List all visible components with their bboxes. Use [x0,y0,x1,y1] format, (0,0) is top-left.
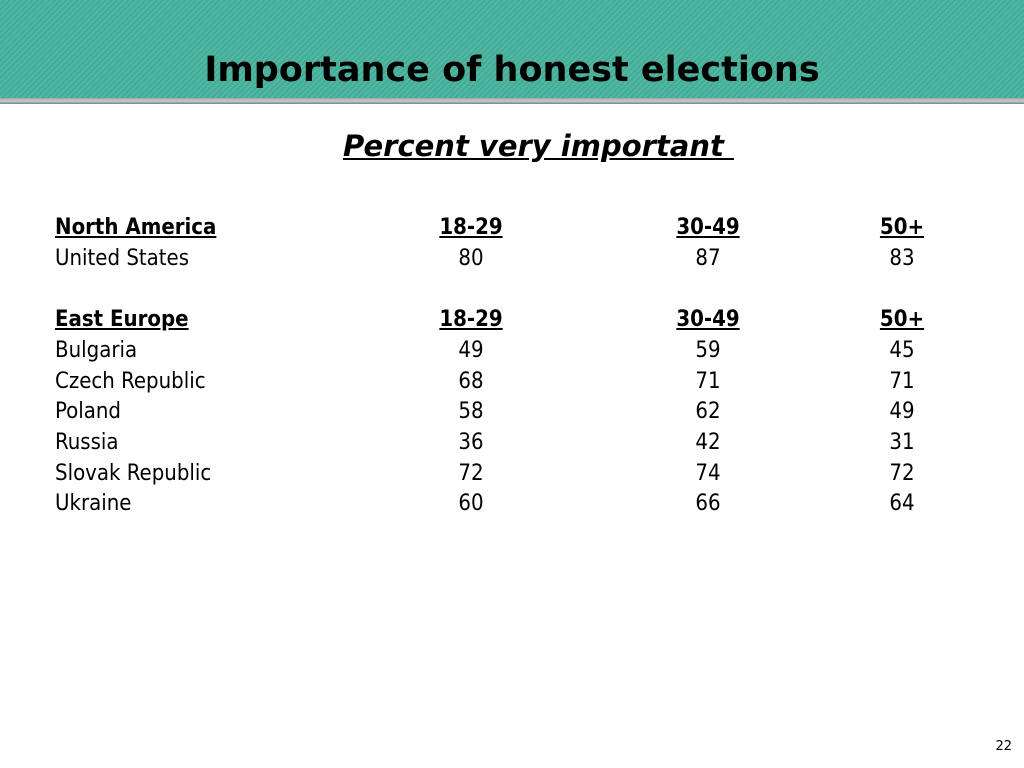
value-30-49: 87 [695,246,721,271]
value-50-plus: 71 [889,369,915,394]
slide-subtitle: Percent very important [343,129,734,163]
value-30-49: 74 [695,461,721,486]
country-name: Czech Republic [55,369,206,394]
page-number: 22 [995,739,1012,754]
value-18-29: 36 [458,430,484,455]
value-30-49: 59 [695,338,721,363]
country-name: Slovak Republic [55,461,212,486]
country-name: Bulgaria [55,338,138,363]
value-30-49: 71 [695,369,721,394]
slide-title: Importance of honest elections [204,50,820,90]
column-heading-50-plus: 50+ [879,307,925,332]
column-heading-30-49: 30-49 [676,307,740,332]
country-name: Ukraine [55,491,132,516]
value-18-29: 60 [458,491,484,516]
header-divider [0,98,1024,104]
value-30-49: 42 [695,430,721,455]
column-heading-18-29: 18-29 [439,307,503,332]
group-heading: East Europe [55,307,189,332]
value-30-49: 62 [695,399,721,424]
value-30-49: 66 [695,491,721,516]
country-name: Russia [55,430,119,455]
value-18-29: 49 [458,338,484,363]
value-18-29: 80 [458,246,484,271]
value-50-plus: 45 [889,338,915,363]
value-18-29: 58 [458,399,484,424]
country-name: United States [55,246,190,271]
column-heading-50-plus: 50+ [879,215,925,240]
value-50-plus: 72 [889,461,915,486]
value-50-plus: 64 [889,491,915,516]
value-50-plus: 83 [889,246,915,271]
value-18-29: 68 [458,369,484,394]
country-name: Poland [55,399,121,424]
value-18-29: 72 [458,461,484,486]
group-heading: North America [55,215,217,240]
header-band [0,0,1024,98]
value-50-plus: 49 [889,399,915,424]
column-heading-30-49: 30-49 [676,215,740,240]
column-heading-18-29: 18-29 [439,215,503,240]
value-50-plus: 31 [889,430,915,455]
